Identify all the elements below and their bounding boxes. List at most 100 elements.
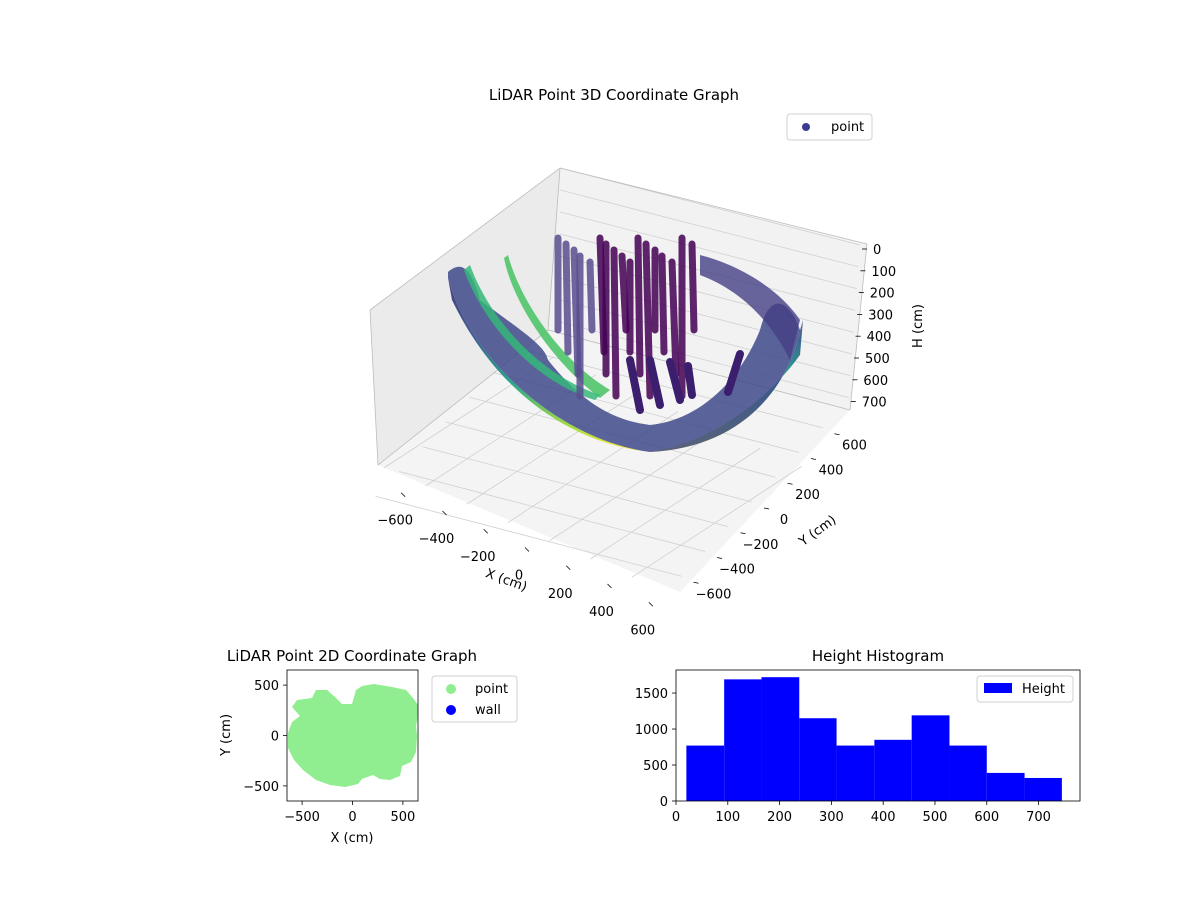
x-tick-3d (442, 510, 447, 516)
strand-pillar (562, 240, 572, 356)
x-tick-label-hist: 0 (672, 810, 680, 825)
strand-pillar (618, 252, 630, 334)
x-tick-label-3d: 600 (630, 623, 655, 638)
x-tick-label-3d: −400 (419, 532, 455, 547)
plot-2d: LiDAR Point 2D Coordinate Graph −500 0 500… (219, 647, 518, 846)
y-tick-3d (810, 458, 817, 460)
histogram-bar (874, 739, 912, 801)
legend-3d-marker (802, 123, 810, 131)
strand-pillar (724, 350, 744, 396)
strand-pillar (646, 356, 664, 409)
y-tick-label-3d: −600 (696, 587, 732, 602)
grid-line-z (559, 211, 857, 289)
z-axis-3d: 0 100 200 300 400 500 600 700 (850, 243, 896, 411)
strand-pillar (634, 234, 644, 378)
strand-pillar (658, 252, 668, 356)
x-tick-label-hist: 200 (767, 810, 792, 825)
z-tick-label-3d: 500 (865, 352, 890, 367)
grid-line-y (398, 471, 706, 552)
histogram-bar (836, 745, 875, 801)
x-tick-label-3d: 0 (515, 569, 523, 584)
y-tick-3d (787, 482, 793, 485)
x-tick-3d (565, 565, 571, 571)
grid-line-y (422, 446, 729, 528)
histogram-bar (799, 718, 837, 801)
grid-line-x (631, 465, 803, 578)
x-tick-label-3d: 400 (589, 605, 614, 620)
x-tick-label-3d: −200 (460, 550, 496, 565)
strand-pillar (586, 258, 596, 334)
x-axis-2d: −500 0 500 (284, 801, 415, 825)
grid-line-x (549, 429, 720, 542)
y-axis-histogram: 0 500 1000 1500 (635, 687, 676, 810)
histogram-bar (949, 745, 987, 801)
y-tick-label-hist: 500 (643, 759, 668, 774)
y-tick-label-3d: 400 (819, 463, 844, 478)
legend-2d-label-wall: wall (475, 703, 501, 718)
legend-3d-label: point (831, 120, 864, 135)
x-tick-label-2d: −500 (284, 810, 320, 825)
strand-pillar (626, 356, 644, 414)
legend-2d-marker-wall (446, 705, 456, 715)
y-tick-label-3d: 600 (842, 439, 867, 454)
z-label-3d: H (cm) (911, 304, 926, 348)
z-tick-label-3d: 600 (863, 374, 888, 389)
x-tick-label-hist: 600 (974, 810, 999, 825)
y-tick-3d (693, 581, 699, 584)
grid-line-x (466, 392, 637, 505)
y-tick-label-3d: −400 (719, 563, 755, 578)
y-tick-label-2d: 0 (271, 730, 279, 745)
y-tick-label-3d: −200 (743, 538, 779, 553)
grid-line-z (559, 167, 861, 246)
histogram-title: Height Histogram (812, 647, 944, 665)
strand-pillar (688, 240, 698, 334)
plot-2d-title: LiDAR Point 2D Coordinate Graph (227, 647, 477, 665)
y-tick-3d (834, 433, 840, 436)
histogram-bar (1024, 777, 1062, 801)
histogram-bars (686, 677, 1062, 801)
histogram-frame (675, 669, 1081, 802)
legend-histogram-label: Height (1022, 682, 1065, 697)
bowl-rim (448, 266, 803, 452)
plot-3d-title: LiDAR Point 3D Coordinate Graph (489, 86, 739, 104)
y-tick-3d (740, 532, 746, 535)
vertical-strands (554, 234, 744, 414)
histogram-bar (911, 715, 950, 801)
y-tick-label-2d: 500 (254, 679, 279, 694)
z-tick-label-3d: 0 (873, 243, 881, 258)
x-tick-label-hist: 400 (871, 810, 896, 825)
x-axis-histogram: 0 100 200 300 400 500 600 700 (672, 801, 1051, 825)
legend-histogram: Height (976, 675, 1074, 703)
histogram-bar (761, 677, 800, 801)
z-tick-label-3d: 700 (862, 396, 887, 411)
x-tick-label-2d: 0 (348, 810, 356, 825)
x-tick-label-3d: −600 (377, 514, 413, 529)
x-tick-3d (483, 528, 489, 534)
z-tick-label-3d: 200 (870, 287, 895, 302)
y-tick-label-2d: −500 (243, 780, 279, 795)
x-tick-label-hist: 100 (715, 810, 740, 825)
grid-line-y (375, 495, 682, 577)
legend-2d: point wall (431, 675, 518, 723)
y-label-3d: Y (cm) (796, 513, 840, 550)
y-tick-label-3d: 200 (795, 488, 820, 503)
x-tick-3d (400, 492, 406, 498)
legend-histogram-frame (976, 675, 1074, 703)
x-tick-label-3d: 200 (548, 587, 573, 602)
strand-pillar (666, 358, 684, 404)
y-tick-label-hist: 0 (660, 795, 668, 810)
histogram-bar (986, 772, 1025, 801)
legend-3d-frame (786, 113, 873, 141)
x-tick-3d (607, 583, 612, 589)
plot-3d: LiDAR Point 3D Coordinate Graph −600 −400… (369, 86, 926, 638)
z-tick-label-3d: 100 (871, 265, 896, 280)
y-label-2d: Y (cm) (219, 714, 234, 757)
y-tick-label-hist: 1000 (635, 723, 668, 738)
legend-2d-label-point: point (475, 682, 508, 697)
left-strands (504, 255, 610, 398)
y-tick-label-3d: 0 (780, 513, 788, 528)
grid-line-x (590, 447, 761, 560)
grid-line-z (559, 189, 859, 268)
plot-histogram: Height Histogram 0 100 200 300 400 500 600 700 … (635, 647, 1081, 825)
